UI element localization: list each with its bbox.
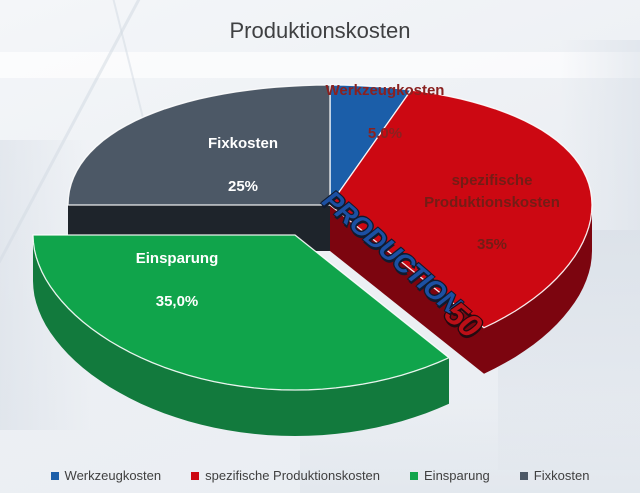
pie-slice-werkzeugkosten[interactable]: [329, 84, 412, 206]
pie-slice-fixkosten[interactable]: [67, 84, 331, 206]
pie-side-einsparung: [33, 235, 449, 436]
data-label-fixkosten: Fixkosten 25%: [208, 112, 278, 218]
legend-item-spezifische-produktionskosten[interactable]: spezifische Produktionskosten: [191, 468, 380, 483]
data-label-werkzeugkosten: Werkzeugkosten 5,0%: [326, 59, 445, 165]
data-label-text: spezifische Produktionskosten: [424, 172, 560, 211]
data-label-text: Werkzeugkosten: [325, 82, 445, 100]
data-label-value: 35,0%: [155, 292, 199, 310]
data-label-einsparung: Einsparung 35,0%: [136, 227, 219, 333]
data-label-spezifische-produktionskosten: spezifische Produktionskosten 35%: [418, 149, 566, 277]
pie-side-spezifische-produktionskosten: [330, 205, 484, 374]
data-label-text: Fixkosten: [207, 135, 279, 153]
legend-marker: [519, 471, 528, 480]
legend-label: Fixkosten: [533, 468, 590, 483]
legend-label: Werkzeugkosten: [64, 468, 162, 483]
data-label-value: 35%: [476, 236, 508, 254]
legend-item-fixkosten[interactable]: Fixkosten: [519, 468, 590, 483]
chart-legend: Werkzeugkosten spezifische Produktionsko…: [0, 468, 640, 483]
legend-item-werkzeugkosten[interactable]: Werkzeugkosten: [50, 468, 162, 483]
data-label-value: 5,0%: [367, 124, 403, 142]
legend-item-einsparung[interactable]: Einsparung: [410, 468, 490, 483]
legend-marker: [191, 471, 200, 480]
data-label-value: 25%: [227, 177, 259, 195]
legend-marker: [50, 471, 59, 480]
legend-label: spezifische Produktionskosten: [205, 468, 381, 483]
legend-label: Einsparung: [424, 468, 490, 483]
data-label-text: Einsparung: [135, 250, 219, 268]
chart-title: Produktionskosten: [229, 18, 411, 43]
legend-marker: [410, 471, 419, 480]
